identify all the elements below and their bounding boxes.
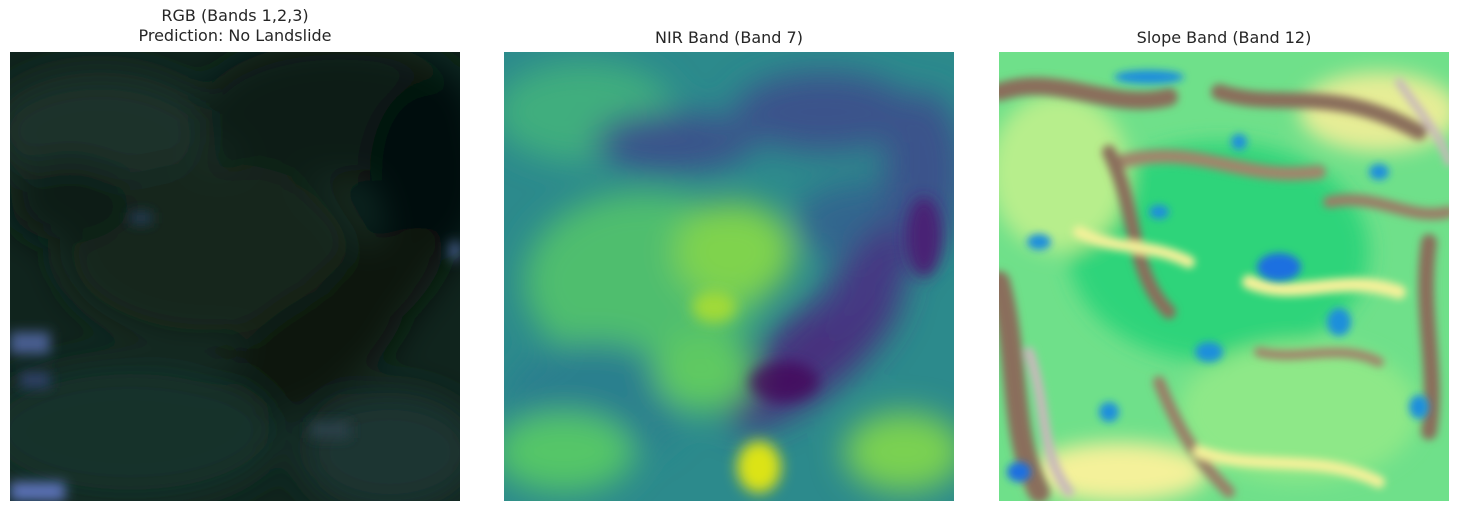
slope-title: Slope Band (Band 12) bbox=[1136, 28, 1312, 47]
slope-panel: Slope Band (Band 12) bbox=[999, 0, 1449, 511]
nir-title: NIR Band (Band 7) bbox=[655, 28, 803, 47]
nir-image bbox=[504, 52, 954, 501]
nir-panel: NIR Band (Band 7) bbox=[504, 0, 954, 511]
rgb-prediction-label: Prediction: No Landslide bbox=[138, 26, 332, 45]
nir-panel-title: NIR Band (Band 7) bbox=[504, 28, 954, 48]
slope-panel-title: Slope Band (Band 12) bbox=[999, 28, 1449, 48]
rgb-panel: RGB (Bands 1,2,3) Prediction: No Landsli… bbox=[10, 0, 460, 511]
slope-image bbox=[999, 52, 1449, 501]
rgb-image bbox=[10, 52, 460, 501]
rgb-title-line1: RGB (Bands 1,2,3) bbox=[161, 6, 309, 25]
rgb-panel-title: RGB (Bands 1,2,3) Prediction: No Landsli… bbox=[10, 6, 460, 46]
